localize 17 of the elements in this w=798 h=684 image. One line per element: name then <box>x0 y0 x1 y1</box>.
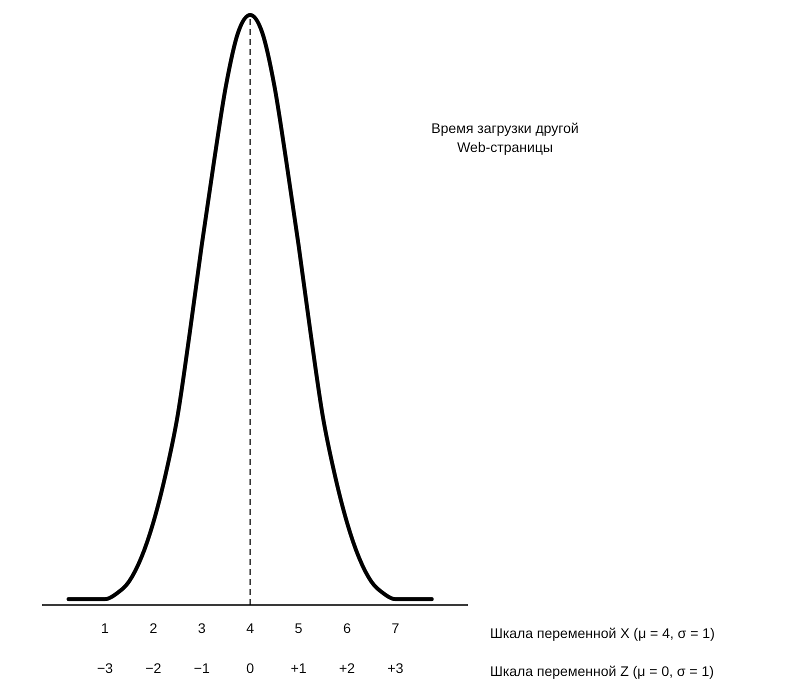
x2-tick-label: +2 <box>338 660 356 676</box>
x-axis-title: Шкала переменной X (μ = 4, σ = 1) <box>490 625 715 641</box>
x-tick-label: 6 <box>343 620 352 636</box>
x2-tick-label: +3 <box>387 660 404 676</box>
x-tick-label: 2 <box>149 620 158 636</box>
x-tick-label: 5 <box>294 620 303 636</box>
x2-tick-label: +1 <box>290 660 307 676</box>
x2-tick-label: −3 <box>96 660 114 676</box>
x-tick-label: 4 <box>246 620 254 636</box>
x2-tick-label: −1 <box>194 660 210 676</box>
x2-axis-title: Шкала переменной Z (μ = 0, σ = 1) <box>490 663 714 679</box>
x2-tick-label: −2 <box>145 660 162 676</box>
x-tick-label: 3 <box>198 620 206 636</box>
x-tick-label: 7 <box>391 620 400 636</box>
x-tick-label: 1 <box>101 620 110 636</box>
annotation: Время загрузки другой Web-страницы <box>431 120 579 155</box>
x2-tick-label: 0 <box>246 660 254 676</box>
